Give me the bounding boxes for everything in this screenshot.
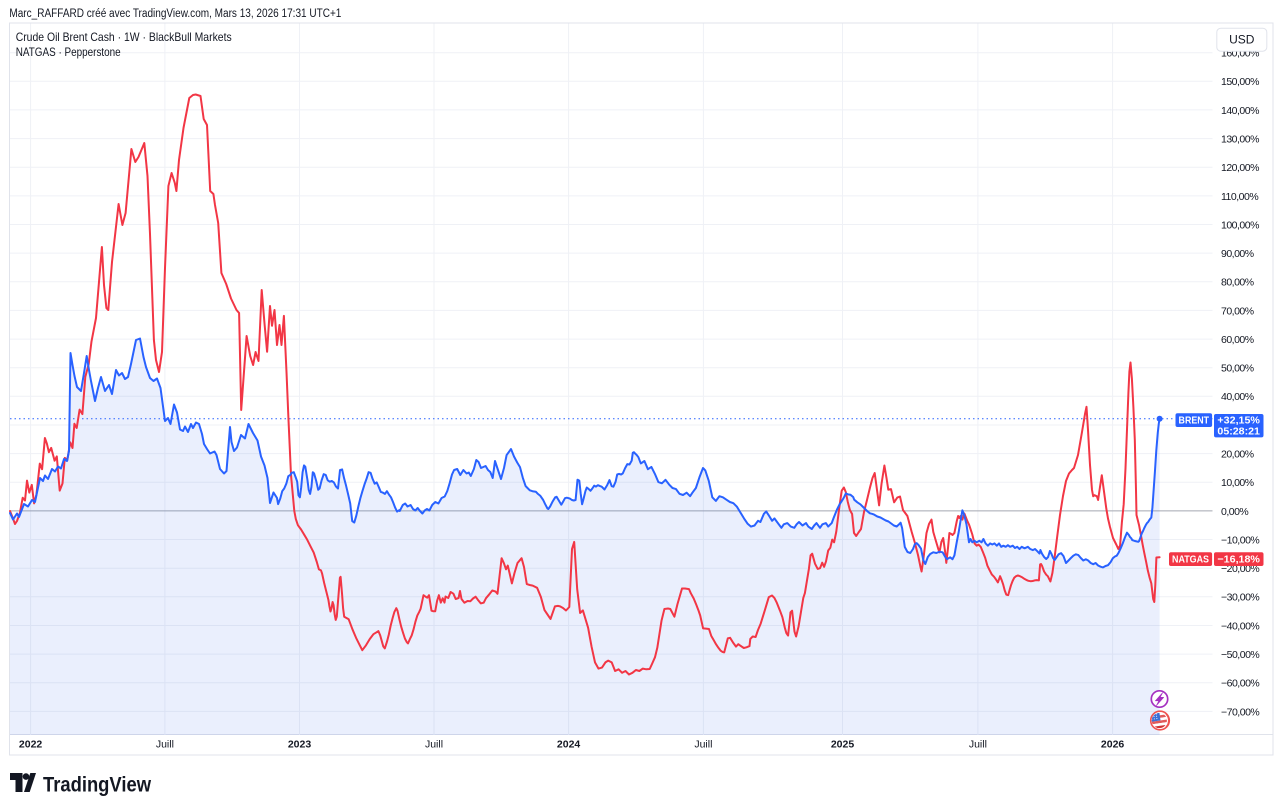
- svg-text:2026: 2026: [1101, 739, 1125, 751]
- svg-text:−16,18%: −16,18%: [1217, 554, 1260, 566]
- svg-text:40,00%: 40,00%: [1221, 391, 1254, 403]
- svg-text:90,00%: 90,00%: [1221, 248, 1254, 260]
- svg-text:NATGAS · Pepperstone: NATGAS · Pepperstone: [16, 45, 121, 59]
- svg-text:100,00%: 100,00%: [1221, 219, 1259, 231]
- svg-text:70,00%: 70,00%: [1221, 305, 1254, 317]
- svg-text:−60,00%: −60,00%: [1221, 678, 1259, 690]
- svg-text:BRENT: BRENT: [1179, 416, 1210, 427]
- svg-text:−10,00%: −10,00%: [1221, 534, 1259, 546]
- svg-text:20,00%: 20,00%: [1221, 449, 1254, 461]
- svg-text:2022: 2022: [19, 739, 43, 751]
- svg-text:60,00%: 60,00%: [1221, 334, 1254, 346]
- svg-text:50,00%: 50,00%: [1221, 363, 1254, 375]
- svg-text:2025: 2025: [831, 739, 855, 751]
- svg-text:Juill: Juill: [969, 739, 987, 751]
- svg-text:10,00%: 10,00%: [1221, 477, 1254, 489]
- svg-text:120,00%: 120,00%: [1221, 162, 1259, 174]
- svg-text:Juill: Juill: [694, 739, 712, 751]
- svg-text:−50,00%: −50,00%: [1221, 649, 1259, 661]
- svg-text:Juill: Juill: [156, 739, 174, 751]
- svg-text:−40,00%: −40,00%: [1221, 620, 1259, 632]
- svg-text:0,00%: 0,00%: [1221, 506, 1248, 518]
- svg-text:2024: 2024: [557, 739, 581, 751]
- svg-text:140,00%: 140,00%: [1221, 105, 1259, 117]
- svg-text:−20,00%: −20,00%: [1221, 563, 1259, 575]
- svg-text:110,00%: 110,00%: [1221, 191, 1258, 203]
- svg-text:Crude Oil Brent Cash · 1W · Bl: Crude Oil Brent Cash · 1W · BlackBull Ma…: [16, 30, 232, 44]
- svg-text:Juill: Juill: [425, 739, 443, 751]
- svg-text:NATGAS: NATGAS: [1172, 555, 1209, 566]
- svg-text:TradingView: TradingView: [43, 773, 151, 797]
- svg-text:+32,15%: +32,15%: [1217, 414, 1260, 426]
- svg-text:130,00%: 130,00%: [1221, 134, 1259, 146]
- svg-text:USD: USD: [1229, 33, 1255, 47]
- svg-text:150,00%: 150,00%: [1221, 76, 1259, 88]
- svg-text:−70,00%: −70,00%: [1221, 706, 1259, 718]
- svg-text:80,00%: 80,00%: [1221, 277, 1254, 289]
- svg-text:Marc_RAFFARD créé avec Trading: Marc_RAFFARD créé avec TradingView.com, …: [9, 8, 341, 20]
- svg-text:−30,00%: −30,00%: [1221, 592, 1259, 604]
- svg-text:05:28:21: 05:28:21: [1217, 426, 1260, 438]
- svg-text:2023: 2023: [288, 739, 312, 751]
